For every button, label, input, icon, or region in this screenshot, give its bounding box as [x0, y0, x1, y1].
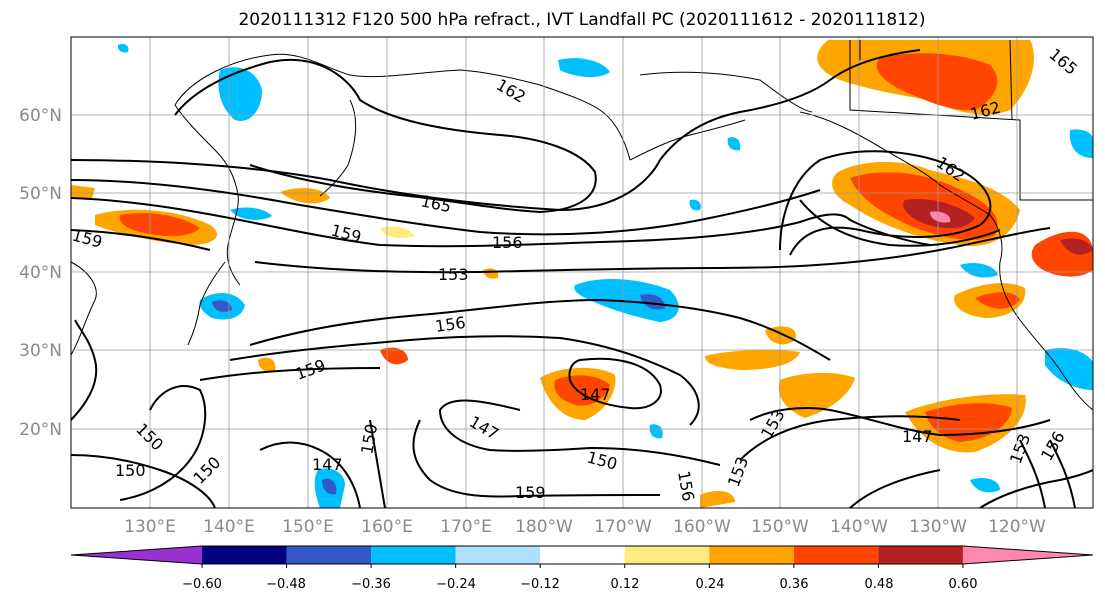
latitude-ticks: 60°N 50°N 40°N 30°N 20°N	[19, 106, 62, 440]
colorbar-tick-label: 0.48	[865, 577, 894, 592]
contour-label: 153	[438, 265, 469, 284]
lat-tick-label: 60°N	[19, 106, 62, 126]
longitude-ticks: 130°E 140°E 150°E 160°E 170°E 180°W 170°…	[124, 517, 1046, 537]
contour-label: 159	[515, 483, 546, 502]
map-frame	[70, 36, 1094, 509]
colorbar-tick-label: −0.12	[520, 577, 560, 592]
colorbar	[70, 545, 1094, 568]
colorbar-segment	[286, 546, 372, 564]
lon-tick-label: 150°E	[282, 517, 334, 537]
colorbar-segment	[962, 546, 1093, 564]
colorbar-segment	[455, 546, 541, 564]
colorbar-tick-label: −0.24	[436, 577, 476, 592]
colorbar-tick-label: 0.12	[611, 577, 640, 592]
contour-label: 150	[115, 461, 146, 480]
contour-label: 147	[580, 385, 611, 404]
colorbar-tick-label: 0.60	[949, 577, 978, 592]
colorbar-segment	[709, 546, 794, 564]
lat-tick-label: 20°N	[19, 420, 62, 440]
lon-tick-label: 160°E	[361, 517, 413, 537]
contour-label: 147	[312, 455, 343, 474]
contour-label: 147	[902, 427, 933, 446]
colorbar-tick-label: 0.24	[696, 577, 725, 592]
lat-tick-label: 50°N	[19, 184, 62, 204]
lon-tick-label: 170°W	[594, 517, 652, 537]
lat-tick-label: 30°N	[19, 341, 62, 361]
lon-tick-label: 180°W	[515, 517, 573, 537]
refractivity-contours	[71, 49, 1093, 508]
lon-tick-label: 120°W	[988, 517, 1046, 537]
lon-tick-label: 160°W	[673, 517, 731, 537]
lat-tick-label: 40°N	[19, 263, 62, 283]
colorbar-tick-label: −0.36	[351, 577, 391, 592]
lon-tick-label: 170°E	[440, 517, 492, 537]
colorbar-segment	[371, 546, 456, 564]
colorbar-segment	[793, 546, 879, 564]
colorbar-tick-label: 0.36	[780, 577, 809, 592]
lon-tick-label: 150°W	[751, 517, 809, 537]
lon-tick-label: 140°E	[203, 517, 255, 537]
colorbar-ticks: −0.60 −0.48 −0.36 −0.24 −0.12 0.12 0.24 …	[182, 577, 977, 592]
lon-tick-label: 130°W	[909, 517, 967, 537]
colorbar-segment	[71, 546, 202, 564]
contour-label: 156	[434, 313, 467, 336]
colorbar-segment	[878, 546, 963, 564]
colorbar-segment	[202, 546, 287, 564]
shaded-anomaly-layer	[71, 40, 1093, 508]
colorbar-tick-label: −0.60	[182, 577, 222, 592]
lon-tick-label: 130°E	[124, 517, 176, 537]
colorbar-segment	[624, 546, 710, 564]
lon-tick-label: 140°W	[830, 517, 888, 537]
contour-label: 156	[492, 233, 523, 252]
map-title: 2020111312 F120 500 hPa refract., IVT La…	[238, 10, 925, 30]
colorbar-tick-label: −0.48	[266, 577, 306, 592]
colorbar-segment	[540, 546, 625, 564]
